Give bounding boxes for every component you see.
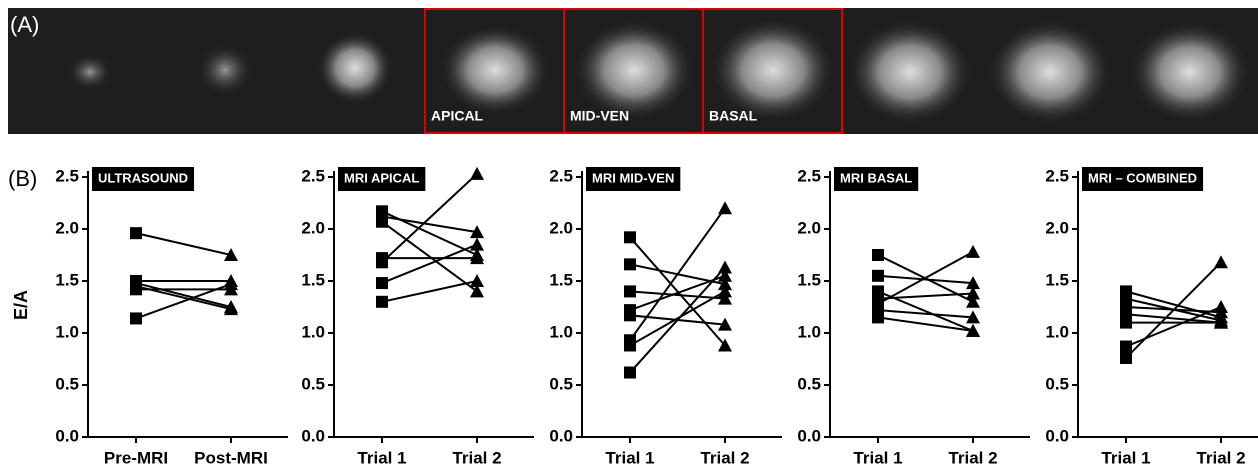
marker	[1120, 352, 1132, 364]
x-tick-label: Trial 1	[1101, 448, 1150, 467]
y-tick-label: 0.5	[797, 374, 821, 393]
marker	[966, 245, 980, 258]
y-tick-label: 2.5	[549, 166, 573, 185]
x-tick-label: Trial 2	[948, 448, 997, 467]
marker	[470, 167, 484, 180]
slice-label: BASAL	[709, 108, 758, 124]
y-tick-label: 2.0	[797, 218, 821, 237]
figure: (A) APICAL MID-VEN BASAL (B) E/A 0.0 0.5 1…	[0, 0, 1258, 470]
chart-title: MRI – COMBINED	[1088, 170, 1197, 185]
y-tick-label: 0.5	[1045, 374, 1069, 393]
pair-line	[136, 283, 231, 307]
chart-title: MRI MID-VEN	[592, 170, 674, 185]
y-tick-label: 1.0	[301, 322, 325, 341]
marker	[718, 201, 732, 214]
y-axis-label: E/A	[11, 290, 31, 320]
marker	[376, 216, 388, 228]
y-tick-label: 0.5	[55, 374, 79, 393]
y-tick-label: 0.5	[549, 374, 573, 393]
y-tick-label: 1.5	[1045, 270, 1069, 289]
slice-label: MID-VEN	[570, 108, 629, 124]
y-tick-label: 1.0	[797, 322, 821, 341]
y-tick-label: 0.0	[55, 426, 79, 445]
pair-line	[630, 291, 725, 345]
pair-line	[382, 281, 477, 302]
panel-label: (B)	[8, 166, 37, 191]
y-tick-label: 0.0	[301, 426, 325, 445]
y-tick-label: 1.5	[797, 270, 821, 289]
marker	[470, 238, 484, 251]
marker	[470, 274, 484, 287]
pair-line	[1126, 262, 1221, 358]
marker	[1214, 255, 1228, 268]
marker	[376, 277, 388, 289]
slice-label: APICAL	[431, 108, 484, 124]
y-tick-label: 1.0	[1045, 322, 1069, 341]
x-tick-label: Trial 1	[853, 448, 902, 467]
marker	[624, 309, 636, 321]
title-box: MRI – COMBINED	[1082, 167, 1203, 191]
marker	[624, 285, 636, 297]
title-box: MRI MID-VEN	[586, 167, 680, 191]
y-tick-label: 1.5	[549, 270, 573, 289]
chart-title: MRI APICAL	[344, 170, 419, 185]
y-tick-label: 1.5	[301, 270, 325, 289]
marker	[624, 258, 636, 270]
pair-line	[136, 233, 231, 255]
y-tick-label: 2.0	[549, 218, 573, 237]
marker	[130, 227, 142, 239]
y-tick-label: 2.0	[1045, 218, 1069, 237]
marker	[130, 280, 142, 292]
pair-line	[630, 237, 725, 345]
marker	[1120, 317, 1132, 329]
x-tick-label: Trial 2	[700, 448, 749, 467]
title-box: MRI BASAL	[834, 167, 918, 191]
marker	[1120, 341, 1132, 353]
marker	[376, 296, 388, 308]
marker	[1214, 300, 1228, 313]
x-tick-label: Trial 1	[605, 448, 654, 467]
x-tick-label: Pre-MRI	[104, 448, 168, 467]
marker	[130, 312, 142, 324]
y-tick-label: 2.5	[301, 166, 325, 185]
marker	[872, 270, 884, 282]
marker	[624, 367, 636, 379]
chart-title: MRI BASAL	[840, 170, 912, 185]
y-tick-label: 1.0	[549, 322, 573, 341]
chart-title: ULTRASOUND	[98, 170, 188, 185]
y-tick-label: 0.0	[1045, 426, 1069, 445]
x-tick-label: Post-MRI	[194, 448, 268, 467]
y-tick-label: 2.0	[301, 218, 325, 237]
x-tick-label: Trial 2	[452, 448, 501, 467]
marker	[376, 256, 388, 268]
pair-line	[1126, 307, 1221, 347]
y-tick-label: 0.5	[301, 374, 325, 393]
y-tick-label: 2.5	[797, 166, 821, 185]
y-tick-label: 0.0	[549, 426, 573, 445]
x-tick-label: Trial 1	[357, 448, 406, 467]
pair-line	[1126, 314, 1221, 322]
panel-label: (A)	[10, 12, 39, 37]
marker	[872, 249, 884, 261]
y-tick-label: 1.0	[55, 322, 79, 341]
y-tick-label: 2.5	[1045, 166, 1069, 185]
marker	[624, 231, 636, 243]
marker	[872, 311, 884, 323]
title-box: MRI APICAL	[338, 167, 425, 191]
y-tick-label: 2.0	[55, 218, 79, 237]
y-tick-label: 1.5	[55, 270, 79, 289]
y-tick-label: 2.5	[55, 166, 79, 185]
marker	[624, 339, 636, 351]
title-box: ULTRASOUND	[92, 167, 194, 191]
mri-strip: (A) APICAL MID-VEN BASAL	[8, 8, 1258, 134]
marker	[718, 260, 732, 273]
x-tick-label: Trial 2	[1196, 448, 1245, 467]
y-tick-label: 0.0	[797, 426, 821, 445]
